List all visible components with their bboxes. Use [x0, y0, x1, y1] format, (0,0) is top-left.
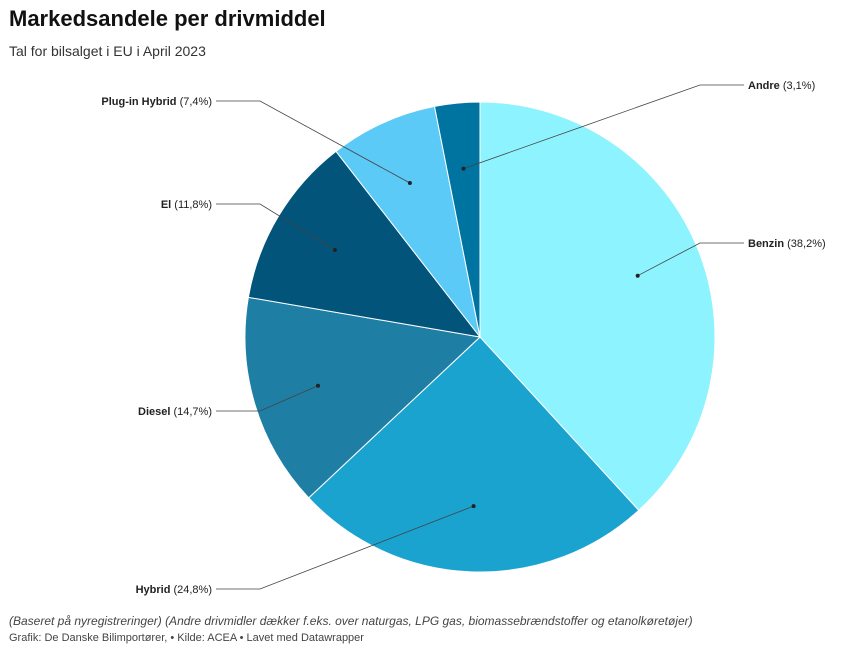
slice-label-name: El [161, 199, 171, 211]
chart-title: Markedsandele per drivmiddel [9, 6, 326, 31]
slice-label-andre: Andre (3,1%) [748, 80, 815, 92]
slice-label-value: (24,8%) [170, 584, 212, 596]
leader-dot-diesel [316, 383, 320, 388]
leader-dot-hybrid [471, 504, 476, 509]
slice-label-benzin: Benzin (38,2%) [748, 238, 826, 250]
pie-slice-andre [433, 101, 481, 338]
leader-dot-andre [461, 166, 466, 171]
leader-line-el [216, 203, 336, 251]
slice-label-value: (38,2%) [784, 238, 826, 250]
slice-label-name: Diesel [138, 406, 170, 418]
slice-label-value: (11,8%) [171, 199, 212, 211]
chart-subtitle: Tal for bilsalget i EU i April 2023 [9, 43, 206, 59]
slice-label-name: Benzin [748, 238, 784, 250]
slice-label-value: (7,4%) [177, 96, 212, 108]
slice-label-name: Hybrid [136, 584, 171, 596]
pie-chart: Benzin (38,2%) Hybrid (24,8%) Diesel (14,7… [101, 80, 826, 596]
slice-label-name: Andre [748, 80, 780, 92]
leader-line-diesel [216, 385, 319, 412]
leader-line-plug-in-hybrid [216, 100, 411, 184]
pie-slice-el [247, 150, 482, 338]
slice-label-hybrid: Hybrid (24,8%) [136, 584, 212, 596]
slice-label-value: (14,7%) [170, 406, 212, 418]
pie-slice-hybrid [307, 336, 640, 573]
leader-dot-plug-in-hybrid [407, 181, 412, 185]
leader-line-andre [463, 84, 744, 169]
leader-line-hybrid [216, 505, 474, 590]
pie-slice-benzin [479, 101, 716, 512]
leader-dot-benzin [635, 273, 640, 278]
slice-label-value: (3,1%) [780, 80, 815, 92]
slice-label-plug-in-hybrid: Plug-in Hybrid (7,4%) [101, 96, 212, 108]
leader-line-benzin [637, 242, 744, 277]
slice-label-name: Plug-in Hybrid [101, 96, 176, 108]
slice-label-diesel: Diesel (14,7%) [138, 406, 212, 418]
leader-dot-el [332, 248, 337, 252]
chart-notes: (Baseret på nyregistreringer) (Andre dri… [9, 614, 693, 628]
pie-slice-diesel [244, 296, 482, 499]
slice-label-el: El (11,8%) [161, 199, 212, 211]
chart-byline: Grafik: De Danske Bilimportører, • Kilde… [9, 632, 364, 644]
pie-slice-plug-in-hybrid [335, 105, 481, 338]
